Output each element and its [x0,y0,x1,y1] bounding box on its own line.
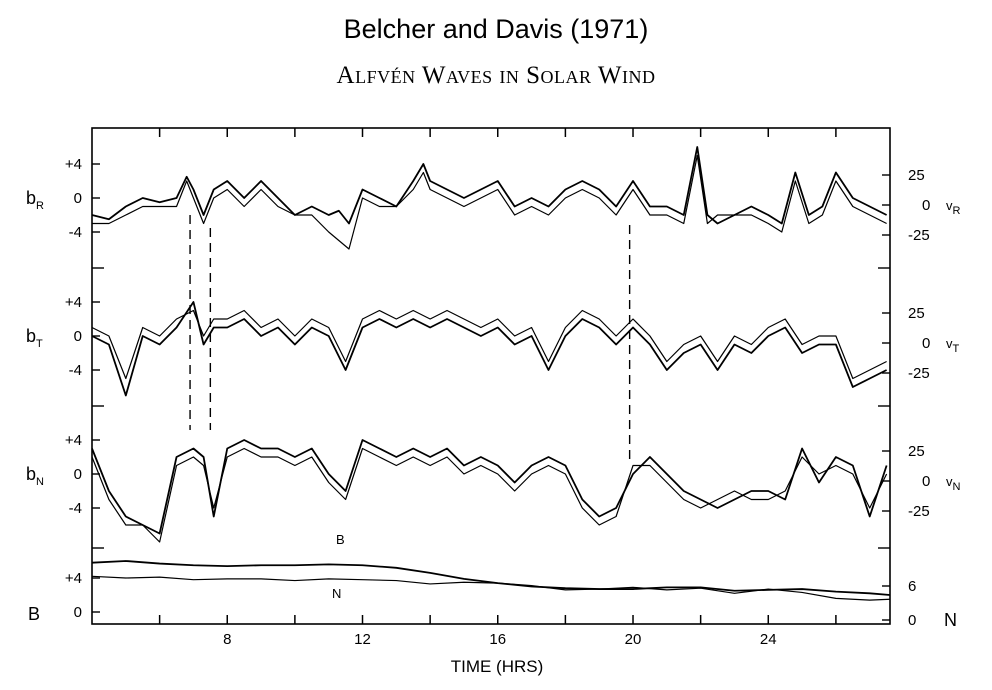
panel-left-label: B [28,604,40,624]
series-line-t-2 [91,309,887,380]
panel-right-label: vN [946,474,961,493]
y-tick-label-right: -25 [908,365,930,382]
y-tick-label-right: 0 [922,197,930,214]
series-label-b: B [336,532,345,547]
chart-title: Belcher and Davis (1971) [343,14,649,44]
series-group [91,146,891,601]
series-line-r-2 [92,154,887,250]
panel-right-label-sub: N [953,481,961,493]
panel-right-label-sub: R [953,205,961,217]
y-tick-label-left: 0 [74,328,82,345]
panel-left-label-sub: N [36,476,44,488]
y-tick-label-right: 25 [908,443,925,460]
y-tick-label-left: +4 [65,432,82,449]
plot-frame [91,127,891,625]
y-tick-label-right: 25 [908,305,925,322]
series-label-n: N [332,586,341,601]
x-tick-label: 20 [625,631,642,648]
series-line-b-1 [91,560,891,596]
chart-subtitle: Alfvén Waves in Solar Wind [336,62,656,89]
panel-right-label-sub: T [953,343,960,355]
series-line-n-2 [91,447,888,543]
y-tick-label-right: 0 [922,473,930,490]
y-tick-label-left: 0 [74,190,82,207]
x-axis-label: TIME (HRS) [451,657,544,676]
plot-border [91,127,891,625]
y-tick-label-left: +4 [65,570,82,587]
series-line-r-1 [91,146,888,225]
y-tick-label-right: 0 [908,612,916,629]
y-tick-label-left: -4 [69,500,82,517]
panel-left-label-sub: R [36,200,44,212]
x-tick-label: 24 [760,631,777,648]
panel-right-label: vR [946,198,961,217]
series-line-b-2 [91,575,891,601]
y-tick-label-left: +4 [65,156,82,173]
dashed-markers [189,215,631,460]
panel-left-label: bR [26,188,44,212]
y-tick-label-right: 6 [908,578,916,595]
panel-left-label: bN [26,464,44,488]
x-tick-label: 16 [489,631,506,648]
x-tick-label: 12 [354,631,371,648]
y-tick-label-left: +4 [65,294,82,311]
series-line-t-1 [91,301,888,397]
y-tick-label-right: 25 [908,167,925,184]
panel-left-label-sub: T [36,338,43,350]
axis-labels: 8 12 16 20 24 +4 0 -4 25 0 -25 bR vR +4 0 -4 25 0 -25 bT vT +… [26,156,961,648]
y-tick-label-left: 0 [74,604,82,621]
y-tick-label-left: -4 [69,362,82,379]
y-tick-label-right: -25 [908,227,930,244]
y-tick-label-right: -25 [908,503,930,520]
series-line-n-1 [91,439,888,535]
y-tick-label-left: 0 [74,466,82,483]
panel-left-label: bT [26,326,43,350]
y-tick-label-right: 0 [922,335,930,352]
panel-right-label: N [944,610,957,630]
y-tick-label-left: -4 [69,224,82,241]
panel-right-label: vT [946,336,960,355]
x-tick-label: 8 [223,631,231,648]
